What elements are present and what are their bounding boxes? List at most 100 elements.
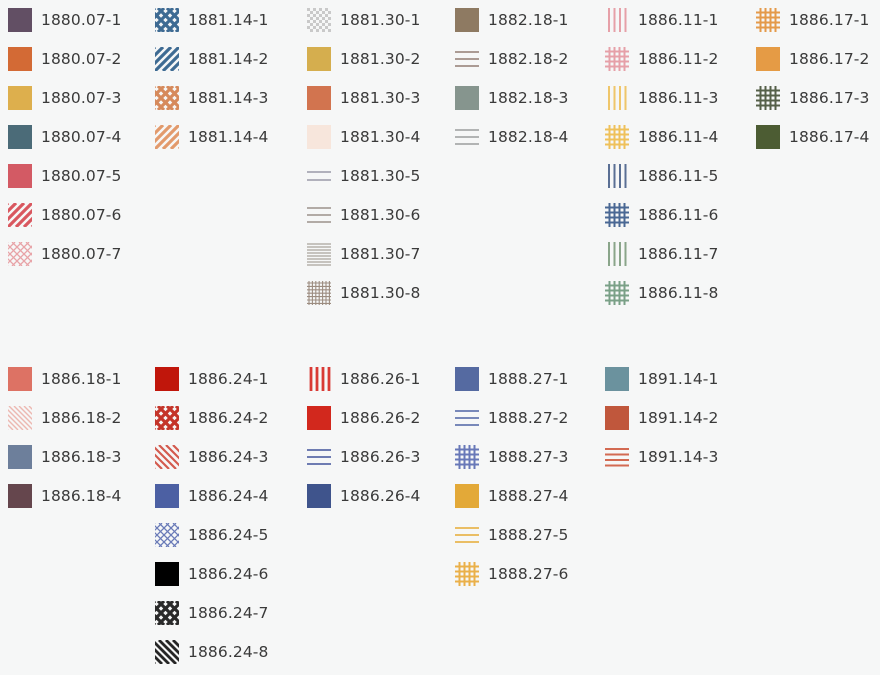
legend-item: 1886.24-8 xyxy=(155,640,268,664)
pattern-swatch xyxy=(756,86,780,110)
legend-item: 1886.17-4 xyxy=(756,125,869,149)
legend-label: 1891.14-3 xyxy=(638,448,719,466)
pattern-swatch xyxy=(307,125,331,149)
legend-label: 1888.27-5 xyxy=(488,526,569,544)
legend-item: 1881.30-6 xyxy=(307,203,420,227)
legend-label: 1886.24-7 xyxy=(188,604,269,622)
legend-item: 1891.14-2 xyxy=(605,406,718,430)
pattern-swatch xyxy=(307,47,331,71)
legend-item: 1881.30-8 xyxy=(307,281,420,305)
pattern-swatch xyxy=(8,367,32,391)
legend-item: 1880.07-1 xyxy=(8,8,121,32)
pattern-swatch xyxy=(8,406,32,430)
legend-item: 1880.07-5 xyxy=(8,164,121,188)
legend-item: 1886.17-1 xyxy=(756,8,869,32)
legend-label: 1881.30-5 xyxy=(340,167,421,185)
pattern-swatch xyxy=(756,125,780,149)
pattern-swatch xyxy=(455,8,479,32)
legend-label: 1886.18-4 xyxy=(41,487,122,505)
legend-label: 1891.14-1 xyxy=(638,370,719,388)
pattern-swatch xyxy=(155,8,179,32)
legend-item: 1886.18-1 xyxy=(8,367,121,391)
legend-item: 1886.24-1 xyxy=(155,367,268,391)
legend-label: 1881.30-4 xyxy=(340,128,421,146)
legend-item: 1881.30-7 xyxy=(307,242,420,266)
pattern-swatch xyxy=(605,281,629,305)
legend-item: 1888.27-1 xyxy=(455,367,568,391)
legend-label: 1880.07-4 xyxy=(41,128,122,146)
pattern-swatch xyxy=(155,367,179,391)
pattern-swatch xyxy=(455,129,479,145)
legend-label: 1888.27-4 xyxy=(488,487,569,505)
pattern-swatch xyxy=(8,445,32,469)
legend-item: 1880.07-7 xyxy=(8,242,121,266)
legend-label: 1886.26-4 xyxy=(340,487,421,505)
legend-item: 1886.17-2 xyxy=(756,47,869,71)
legend-item: 1882.18-3 xyxy=(455,86,568,110)
legend-label: 1886.11-5 xyxy=(638,167,719,185)
pattern-swatch xyxy=(155,562,179,586)
legend-label: 1881.30-7 xyxy=(340,245,421,263)
pattern-swatch xyxy=(8,86,32,110)
pattern-swatch xyxy=(605,47,629,71)
legend-item: 1880.07-4 xyxy=(8,125,121,149)
pattern-swatch xyxy=(155,47,179,71)
legend-label: 1886.26-2 xyxy=(340,409,421,427)
legend-label: 1886.24-8 xyxy=(188,643,269,661)
pattern-swatch xyxy=(8,8,32,32)
legend-item: 1886.26-1 xyxy=(307,367,420,391)
legend-label: 1880.07-7 xyxy=(41,245,122,263)
pattern-swatch xyxy=(307,86,331,110)
pattern-swatch xyxy=(608,242,627,266)
pattern-swatch xyxy=(309,367,331,391)
pattern-swatch xyxy=(307,171,331,181)
legend-item: 1886.17-3 xyxy=(756,86,869,110)
pattern-swatch xyxy=(455,367,479,391)
legend-item: 1881.14-1 xyxy=(155,8,268,32)
legend-item: 1880.07-3 xyxy=(8,86,121,110)
legend-label: 1886.17-4 xyxy=(789,128,870,146)
pattern-swatch xyxy=(608,86,627,110)
pattern-swatch xyxy=(155,86,179,110)
legend-label: 1886.17-3 xyxy=(789,89,870,107)
pattern-swatch xyxy=(455,51,479,67)
legend-label: 1888.27-6 xyxy=(488,565,569,583)
legend-item: 1886.26-2 xyxy=(307,406,420,430)
legend-item: 1881.30-1 xyxy=(307,8,420,32)
legend-item: 1880.07-2 xyxy=(8,47,121,71)
legend-item: 1886.18-3 xyxy=(8,445,121,469)
legend-label: 1886.24-1 xyxy=(188,370,269,388)
legend-item: 1886.18-4 xyxy=(8,484,121,508)
legend-item: 1881.30-4 xyxy=(307,125,420,149)
legend-item: 1881.14-4 xyxy=(155,125,268,149)
legend-item: 1886.24-6 xyxy=(155,562,268,586)
legend-label: 1886.26-1 xyxy=(340,370,421,388)
legend-label: 1880.07-1 xyxy=(41,11,122,29)
legend-item: 1888.27-5 xyxy=(455,523,568,547)
legend-item: 1886.24-7 xyxy=(155,601,268,625)
pattern-swatch xyxy=(605,448,629,467)
legend-label: 1888.27-1 xyxy=(488,370,569,388)
pattern-swatch xyxy=(307,449,331,465)
legend-label: 1886.24-3 xyxy=(188,448,269,466)
pattern-swatch xyxy=(155,601,179,625)
pattern-swatch xyxy=(155,406,179,430)
legend-label: 1886.24-2 xyxy=(188,409,269,427)
legend-label: 1880.07-3 xyxy=(41,89,122,107)
legend-label: 1886.18-1 xyxy=(41,370,122,388)
legend-item: 1886.24-3 xyxy=(155,445,268,469)
legend-item: 1881.14-2 xyxy=(155,47,268,71)
legend-item: 1886.24-4 xyxy=(155,484,268,508)
legend-item: 1881.14-3 xyxy=(155,86,268,110)
legend-label: 1886.11-1 xyxy=(638,11,719,29)
pattern-swatch xyxy=(455,562,479,586)
legend-label: 1882.18-4 xyxy=(488,128,569,146)
legend-item: 1882.18-1 xyxy=(455,8,568,32)
legend-item: 1886.11-8 xyxy=(605,281,718,305)
legend-label: 1881.14-3 xyxy=(188,89,269,107)
legend-label: 1881.30-3 xyxy=(340,89,421,107)
pattern-swatch xyxy=(155,523,179,547)
legend-label: 1882.18-2 xyxy=(488,50,569,68)
legend-label: 1886.24-4 xyxy=(188,487,269,505)
legend-label: 1886.18-3 xyxy=(41,448,122,466)
